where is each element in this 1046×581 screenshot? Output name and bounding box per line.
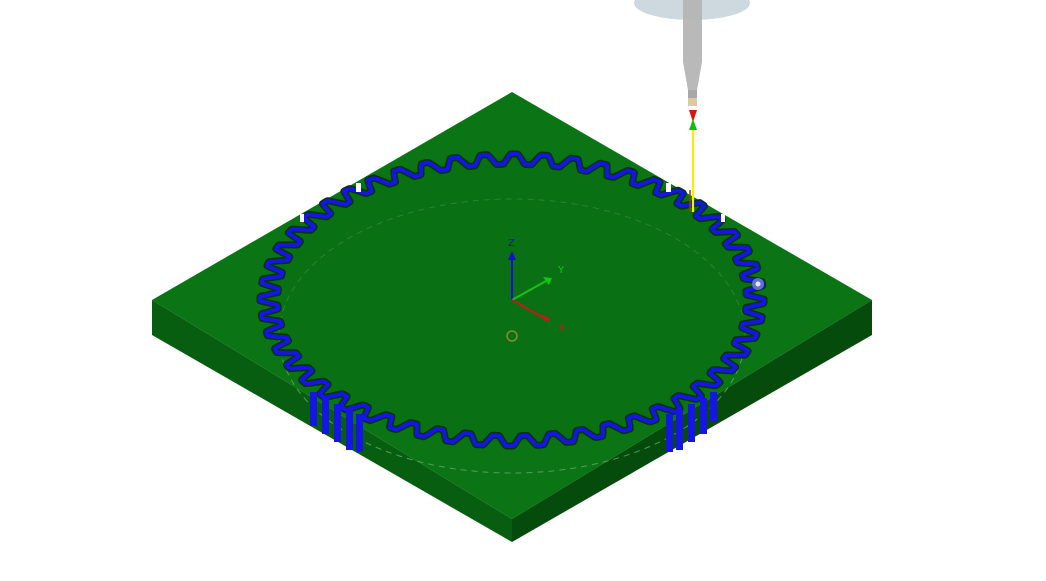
x-axis-label: X [558, 323, 565, 334]
toolpath-wall-segment [334, 404, 341, 442]
x-axis-arrow-icon [541, 314, 551, 322]
toolpath-wall-segment [356, 414, 363, 452]
origin-circle-icon[interactable] [506, 330, 518, 342]
cutting-tool[interactable] [634, 0, 750, 212]
gear-toolpath[interactable] [258, 152, 766, 448]
z-axis-arrow-icon [508, 251, 516, 260]
edge-slots [300, 183, 725, 222]
x-axis-line [511, 299, 545, 319]
toolpath-wall-segment [666, 414, 673, 452]
tool-tip-marker [689, 110, 697, 122]
contact-point-icon[interactable] [752, 278, 764, 290]
toolpath-wall-segment [310, 392, 317, 426]
y-axis-arrow-icon [543, 277, 552, 285]
z-axis-label: Z [508, 238, 515, 249]
edge-slot [666, 183, 671, 192]
y-axis-label: Y [557, 265, 565, 276]
toolpath-walls [310, 392, 717, 452]
tool-collar [688, 90, 697, 98]
toolpath-wall-segment [676, 410, 683, 450]
tool-shank [683, 0, 702, 62]
y-axis-line [511, 280, 547, 301]
toolpath-wall-segment [322, 398, 329, 434]
axis-triad: Z Y X [508, 238, 565, 334]
toolpath-wall-segment [700, 398, 707, 434]
workpiece[interactable] [152, 92, 872, 542]
workpiece-left-face [152, 300, 512, 542]
tool-taper [683, 62, 702, 90]
edge-slot [356, 183, 361, 192]
edge-slot [721, 214, 725, 222]
toolpath-wall-segment [688, 404, 695, 442]
tool-tip-body [688, 98, 697, 106]
toolpath-wall-segment [346, 410, 353, 450]
edge-slot [300, 214, 304, 222]
tool-direction-arrow-icon [689, 119, 697, 130]
toolpath-wall-segment [710, 392, 717, 422]
